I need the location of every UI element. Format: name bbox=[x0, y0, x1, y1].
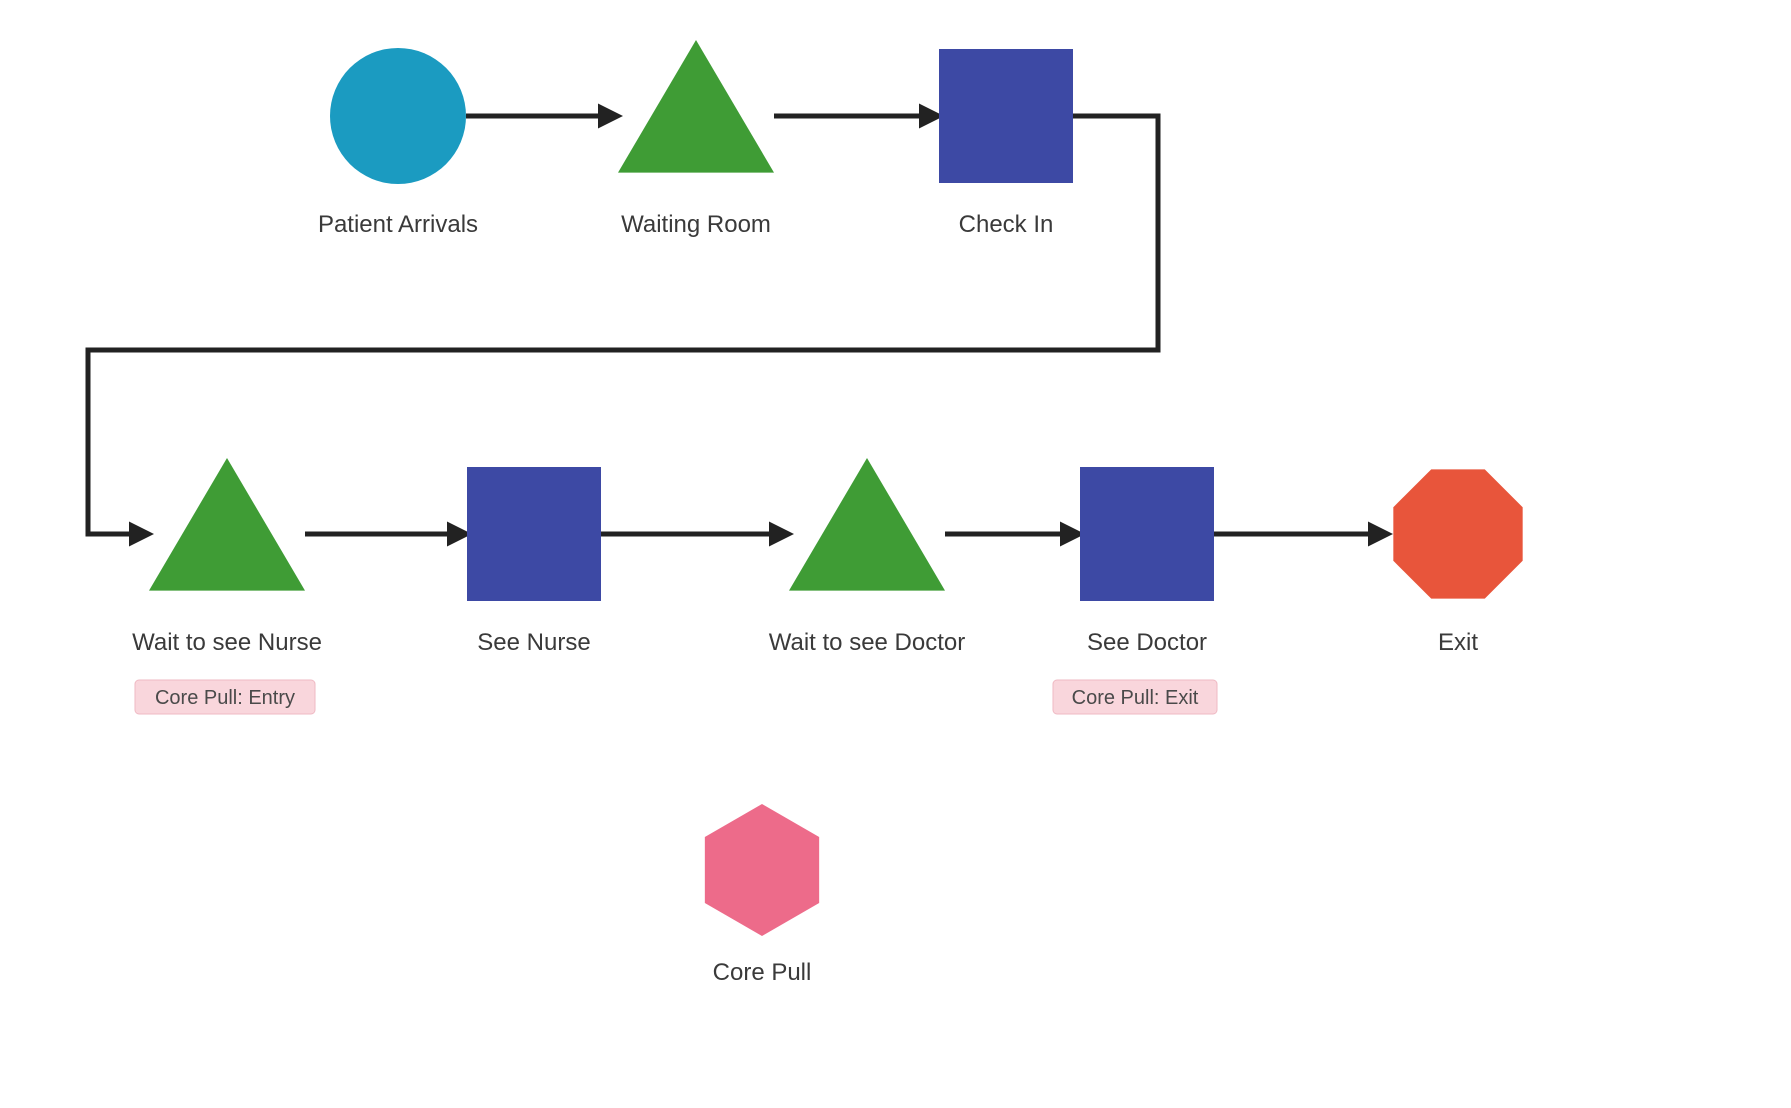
core_pull-label: Core Pull bbox=[713, 959, 812, 986]
check_in-shape bbox=[939, 49, 1073, 183]
see_doc-label: See Doctor bbox=[1087, 629, 1207, 656]
check_in-label: Check In bbox=[959, 211, 1054, 238]
see_doc-shape bbox=[1080, 467, 1214, 601]
node-see_nurse: See Nurse bbox=[467, 467, 601, 656]
exit-shape bbox=[1393, 469, 1522, 598]
wait_room-label: Waiting Room bbox=[621, 211, 771, 238]
wait_nurse-badge-label: Core Pull: Entry bbox=[155, 687, 295, 709]
wait_doc-label: Wait to see Doctor bbox=[769, 629, 966, 656]
see_doc-badge-label: Core Pull: Exit bbox=[1072, 687, 1199, 709]
node-core_pull: Core Pull bbox=[705, 804, 819, 986]
node-exit: Exit bbox=[1393, 469, 1522, 656]
node-see_doc: See Doctor Core Pull: Exit bbox=[1053, 467, 1217, 714]
node-wait_room: Waiting Room bbox=[618, 40, 774, 238]
wait_nurse-label: Wait to see Nurse bbox=[132, 629, 322, 656]
arrivals-shape bbox=[330, 48, 466, 184]
flowchart-canvas: Patient Arrivals Waiting Room Check In Wait… bbox=[0, 0, 1791, 1108]
arrivals-label: Patient Arrivals bbox=[318, 211, 478, 238]
wait_room-shape bbox=[618, 40, 774, 173]
see_nurse-label: See Nurse bbox=[477, 629, 590, 656]
wait_nurse-shape bbox=[149, 458, 305, 591]
core_pull-shape bbox=[705, 804, 819, 936]
node-wait_nurse: Wait to see Nurse Core Pull: Entry bbox=[132, 458, 322, 714]
exit-label: Exit bbox=[1438, 629, 1478, 656]
nodes-layer: Patient Arrivals Waiting Room Check In Wait… bbox=[132, 40, 1523, 986]
wait_doc-shape bbox=[789, 458, 945, 591]
node-wait_doc: Wait to see Doctor bbox=[769, 458, 966, 656]
see_nurse-shape bbox=[467, 467, 601, 601]
node-arrivals: Patient Arrivals bbox=[318, 48, 478, 238]
node-check_in: Check In bbox=[939, 49, 1073, 238]
